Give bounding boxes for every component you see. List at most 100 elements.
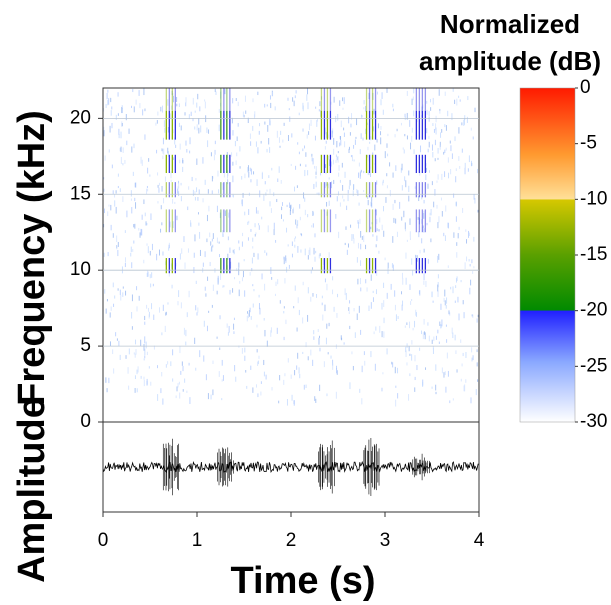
noise [320,110,322,117]
noise [175,395,177,399]
noise [466,116,468,123]
noise [387,153,389,157]
noise [210,152,212,157]
noise [164,176,166,182]
noise [411,299,413,302]
x-tick-label: 3 [380,530,391,551]
noise [443,372,445,378]
noise [294,285,296,291]
noise [114,194,116,198]
noise [183,236,185,242]
noise [426,128,428,134]
noise [198,189,200,194]
noise [376,139,378,143]
noise [289,202,291,209]
noise [181,361,183,366]
noise [297,352,299,359]
noise [218,371,220,377]
noise [266,189,268,192]
noise [179,143,181,150]
noise [245,110,247,114]
noise [315,250,317,254]
colorbar-tick-label: -30 [580,411,607,432]
noise [145,221,147,226]
noise [469,232,471,237]
noise [307,88,309,95]
noise [125,290,127,296]
event-stripe [174,258,176,274]
event-stripe [229,88,231,111]
noise [283,257,285,265]
noise [263,317,265,321]
event-stripe [368,110,371,140]
noise [471,347,473,353]
noise [292,97,294,102]
noise [146,185,148,189]
noise [315,175,317,179]
noise [151,272,153,278]
noise [232,130,234,136]
noise [347,189,349,194]
noise [107,211,109,217]
noise [458,156,460,161]
noise [258,303,260,310]
noise [405,252,407,259]
noise [165,312,167,316]
event-stripe [415,154,418,174]
noise [465,379,467,383]
noise [356,188,358,194]
noise [394,290,396,297]
noise [427,258,429,264]
noise [308,123,310,131]
noise [366,287,368,292]
noise [375,289,377,295]
noise [250,179,252,183]
noise [426,167,428,173]
noise [136,388,138,393]
noise [392,108,394,112]
noise [460,280,462,283]
noise [147,188,149,192]
noise [335,115,337,123]
noise [312,293,314,297]
noise [200,125,202,133]
noise [174,201,176,204]
noise [188,186,190,190]
noise [251,257,253,264]
noise [435,384,437,391]
noise [280,130,282,135]
noise [286,266,288,273]
noise [259,190,261,198]
noise [459,165,461,169]
noise [144,336,146,344]
noise [325,140,327,144]
noise [121,108,123,114]
noise [204,251,206,258]
noise [460,339,462,343]
noise [468,155,470,163]
noise [348,311,350,315]
noise [292,207,294,211]
noise [437,290,439,297]
noise [176,96,178,102]
noise [226,171,228,179]
event-stripe [329,88,332,111]
noise [242,232,244,237]
noise [265,374,267,380]
noise [390,283,392,290]
event-stripe [168,154,170,174]
noise [383,300,385,307]
noise [260,391,262,396]
noise [336,370,338,375]
noise [471,259,473,264]
noise [428,111,430,117]
noise [354,332,356,338]
event-stripe [415,209,418,233]
noise [161,148,163,152]
noise [339,142,341,147]
noise [325,337,327,345]
noise [136,286,138,291]
noise [420,330,422,335]
noise [247,237,249,241]
noise [283,336,285,341]
